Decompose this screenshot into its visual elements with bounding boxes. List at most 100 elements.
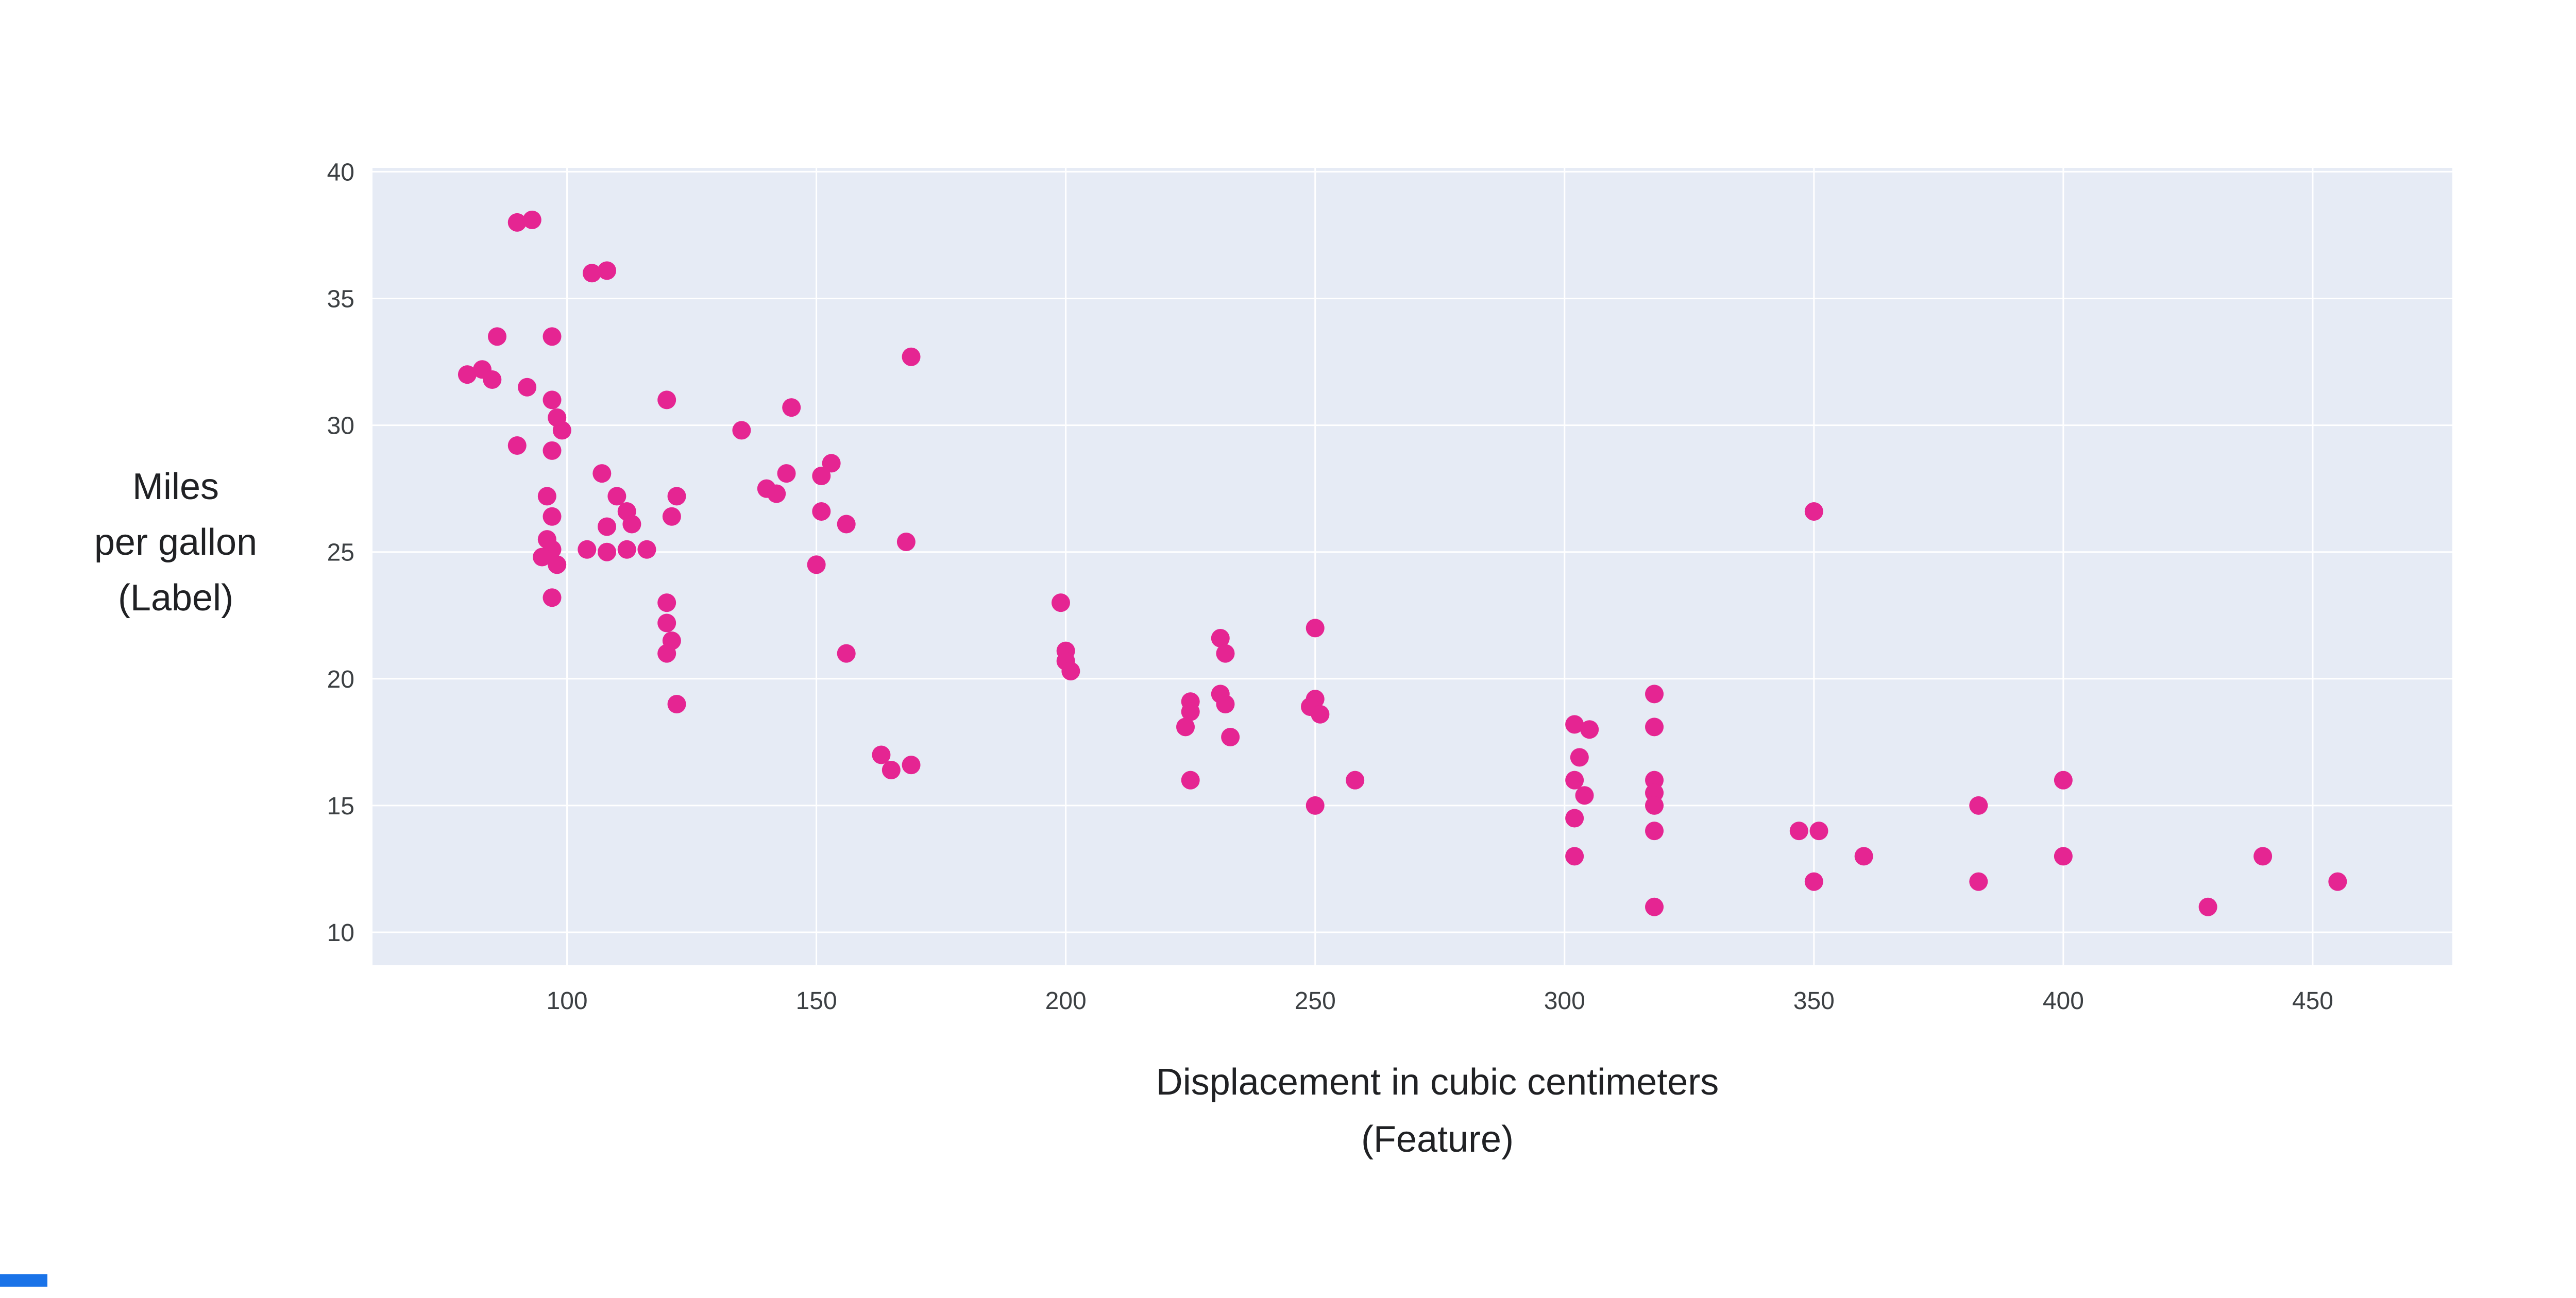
- data-point: [507, 213, 527, 232]
- data-point: [1570, 748, 1589, 767]
- data-point: [1346, 771, 1365, 790]
- data-point: [1854, 847, 1873, 866]
- data-point: [872, 745, 891, 764]
- y-axis-title: Miles per gallon (Label): [47, 459, 304, 626]
- data-point: [732, 421, 751, 440]
- data-point: [1645, 718, 1664, 737]
- data-point: [518, 378, 537, 397]
- data-point: [807, 555, 826, 574]
- data-point: [812, 467, 831, 486]
- data-point: [598, 261, 617, 280]
- data-point: [2253, 847, 2273, 866]
- data-point: [1645, 897, 1664, 916]
- data-point: [578, 540, 597, 559]
- data-point: [1181, 771, 1200, 790]
- data-point: [767, 484, 786, 503]
- data-point: [543, 327, 562, 346]
- data-point: [2054, 771, 2073, 790]
- data-point: [837, 644, 856, 663]
- data-point: [592, 464, 612, 483]
- data-point: [1221, 728, 1240, 747]
- bottom-left-blue-strip: [0, 1274, 47, 1287]
- data-point: [543, 507, 562, 526]
- data-point: [2054, 847, 2073, 866]
- y-tick-label: 10: [327, 919, 354, 947]
- data-point: [1809, 822, 1828, 841]
- data-point: [902, 756, 921, 775]
- data-point: [1969, 796, 1988, 815]
- data-point: [902, 347, 921, 366]
- data-point: [1565, 771, 1584, 790]
- x-tick-label: 100: [547, 987, 588, 1015]
- data-point: [1216, 695, 1235, 714]
- x-tick-label: 250: [1295, 987, 1336, 1015]
- data-point: [507, 436, 527, 455]
- data-point: [543, 390, 562, 409]
- data-point: [1306, 619, 1325, 638]
- data-point: [882, 760, 901, 779]
- data-point: [837, 515, 856, 534]
- data-point: [1216, 644, 1235, 663]
- y-axis-title-line: (Label): [117, 577, 234, 619]
- plot-area: [372, 168, 2452, 965]
- data-point: [607, 487, 626, 506]
- x-axis-title: Displacement in cubic centimeters (Featu…: [665, 1054, 2210, 1168]
- data-point: [1311, 705, 1330, 724]
- data-point: [662, 507, 681, 526]
- data-point: [1176, 718, 1195, 737]
- data-point: [598, 517, 617, 536]
- data-point: [1789, 822, 1808, 841]
- data-point: [1969, 872, 1988, 891]
- y-tick-label: 35: [327, 285, 354, 313]
- y-tick-label: 20: [327, 666, 354, 693]
- y-tick-label: 25: [327, 539, 354, 567]
- data-point: [1804, 502, 1823, 521]
- data-point: [1804, 872, 1823, 891]
- data-point: [1061, 662, 1080, 681]
- data-point: [657, 593, 676, 612]
- data-point: [667, 695, 686, 714]
- data-point: [617, 540, 636, 559]
- data-point: [537, 487, 556, 506]
- data-point: [1645, 822, 1664, 841]
- x-tick-label: 150: [796, 987, 837, 1015]
- data-point: [637, 540, 656, 559]
- data-point: [533, 548, 552, 567]
- data-point: [1565, 809, 1584, 828]
- data-point: [1565, 847, 1584, 866]
- y-axis-title-line: per gallon: [94, 522, 258, 563]
- data-point: [543, 588, 562, 607]
- data-point: [1565, 715, 1584, 734]
- data-point: [1181, 702, 1200, 721]
- data-point: [1645, 685, 1664, 704]
- x-tick-label: 400: [2043, 987, 2084, 1015]
- x-tick-label: 200: [1045, 987, 1087, 1015]
- data-point: [812, 502, 831, 521]
- data-point: [896, 533, 916, 552]
- y-axis-title-line: Miles: [132, 466, 219, 507]
- data-point: [2198, 897, 2217, 916]
- data-point: [1645, 771, 1664, 790]
- data-point: [1645, 796, 1664, 815]
- data-point: [657, 644, 676, 663]
- data-point: [483, 370, 502, 389]
- y-tick-label: 15: [327, 793, 354, 820]
- data-point: [548, 555, 567, 574]
- data-point: [657, 613, 676, 633]
- data-point: [543, 441, 562, 460]
- data-point: [782, 398, 801, 417]
- x-axis-title-line: (Feature): [1361, 1119, 1514, 1160]
- data-point: [822, 454, 841, 473]
- data-point: [2328, 872, 2347, 891]
- y-tick-label: 40: [327, 159, 354, 186]
- data-point: [1211, 629, 1230, 648]
- data-point: [1575, 786, 1594, 805]
- data-point: [622, 515, 641, 534]
- x-tick-label: 350: [1793, 987, 1835, 1015]
- data-point: [582, 264, 601, 283]
- data-point: [457, 365, 477, 384]
- data-point: [1645, 783, 1664, 802]
- data-point: [598, 542, 617, 561]
